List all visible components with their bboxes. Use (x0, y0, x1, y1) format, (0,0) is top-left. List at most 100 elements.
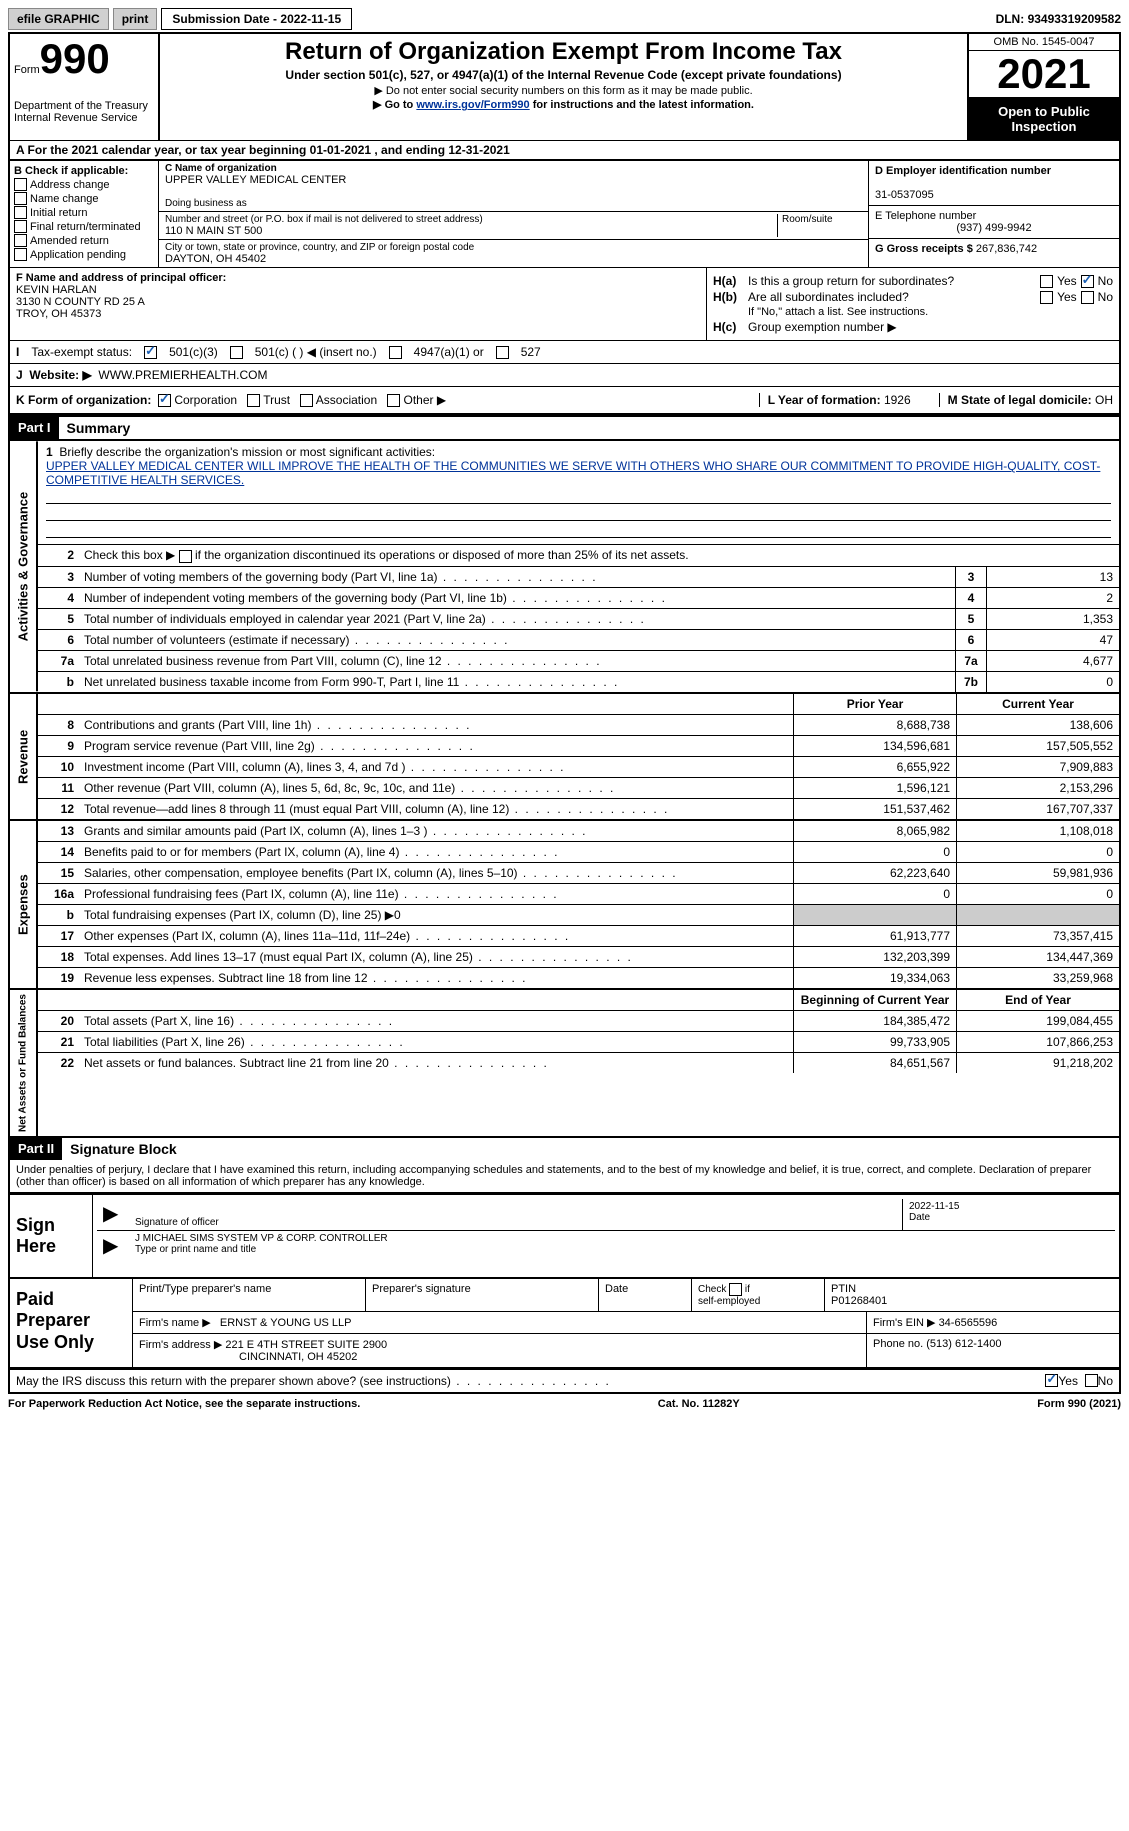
cb-name-change[interactable] (14, 192, 27, 205)
rev-current-8: 138,606 (956, 715, 1119, 735)
sig-officer-label: Signature of officer (135, 1217, 219, 1228)
exp-current-16a: 0 (956, 884, 1119, 904)
subtitle-3: ▶ Go to www.irs.gov/Form990 for instruct… (168, 98, 959, 111)
cb-application-pending[interactable] (14, 248, 27, 261)
phone-label: E Telephone number (875, 210, 976, 222)
exp-prior-b (793, 905, 956, 925)
irs-link[interactable]: www.irs.gov/Form990 (416, 99, 529, 111)
irs-label: Internal Revenue Service (14, 112, 154, 124)
rev-current-12: 167,707,337 (956, 799, 1119, 819)
ha-yes[interactable] (1040, 275, 1053, 288)
exp-line-17: Other expenses (Part IX, column (A), lin… (80, 926, 793, 946)
print-btn[interactable]: print (113, 8, 158, 30)
firm-addr2: CINCINNATI, OH 45202 (239, 1351, 357, 1363)
subtitle-2: ▶ Do not enter social security numbers o… (168, 84, 959, 97)
cb-discontinued[interactable] (179, 550, 192, 563)
omb-number: OMB No. 1545-0047 (969, 34, 1119, 51)
top-toolbar: efile GRAPHIC print Submission Date - 20… (8, 8, 1121, 30)
hb-no[interactable] (1081, 291, 1094, 304)
cb-corp[interactable] (158, 394, 171, 407)
gov-line-4: Number of independent voting members of … (80, 588, 955, 608)
gov-line-b: Net unrelated business taxable income fr… (80, 672, 955, 692)
city-label: City or town, state or province, country… (165, 242, 862, 253)
paid-preparer: Paid Preparer Use Only Print/Type prepar… (8, 1279, 1121, 1369)
room-label: Room/suite (782, 214, 862, 225)
cb-4947[interactable] (389, 346, 402, 359)
exp-prior-18: 132,203,399 (793, 947, 956, 967)
sig-name-label: Type or print name and title (135, 1244, 256, 1255)
discuss-yes[interactable] (1045, 1374, 1058, 1387)
cb-final-return[interactable] (14, 220, 27, 233)
officer-addr2: TROY, OH 45373 (16, 308, 101, 320)
cb-assoc[interactable] (300, 394, 313, 407)
exp-line-14: Benefits paid to or for members (Part IX… (80, 842, 793, 862)
cb-amended[interactable] (14, 234, 27, 247)
exp-current-17: 73,357,415 (956, 926, 1119, 946)
penalty-text: Under penalties of perjury, I declare th… (8, 1160, 1121, 1194)
rev-current-10: 7,909,883 (956, 757, 1119, 777)
rev-line-9: Program service revenue (Part VIII, line… (80, 736, 793, 756)
net-begin-21: 99,733,905 (793, 1032, 956, 1052)
net-line-22: Net assets or fund balances. Subtract li… (80, 1053, 793, 1073)
cb-address-change[interactable] (14, 178, 27, 191)
ein-label: D Employer identification number (875, 165, 1051, 177)
exp-prior-15: 62,223,640 (793, 863, 956, 883)
rev-line-8: Contributions and grants (Part VIII, lin… (80, 715, 793, 735)
rev-line-11: Other revenue (Part VIII, column (A), li… (80, 778, 793, 798)
firm-ein: 34-6565596 (939, 1317, 998, 1329)
ptin: P01268401 (831, 1295, 887, 1307)
exp-current-14: 0 (956, 842, 1119, 862)
rev-current-9: 157,505,552 (956, 736, 1119, 756)
cb-self-employed[interactable] (729, 1283, 742, 1296)
dba-label: Doing business as (165, 198, 862, 209)
officer-name: KEVIN HARLAN (16, 284, 97, 296)
tax-year: 2021 (969, 51, 1119, 98)
exp-prior-14: 0 (793, 842, 956, 862)
cb-501c[interactable] (230, 346, 243, 359)
mission-label: Briefly describe the organization's miss… (59, 445, 435, 459)
gross-receipts: 267,836,742 (976, 243, 1037, 255)
firm-addr1: 221 E 4TH STREET SUITE 2900 (225, 1339, 387, 1351)
exp-line-b: Total fundraising expenses (Part IX, col… (80, 905, 793, 925)
state-domicile: OH (1095, 393, 1113, 407)
preparer-date-label: Date (599, 1279, 692, 1311)
exp-current-18: 134,447,369 (956, 947, 1119, 967)
block-fh: F Name and address of principal officer:… (8, 267, 1121, 340)
form-title: Return of Organization Exempt From Incom… (168, 38, 959, 66)
gov-val-3: 13 (986, 567, 1119, 587)
street: 110 N MAIN ST 500 (165, 225, 777, 237)
city: DAYTON, OH 45402 (165, 253, 862, 265)
prior-year-header: Prior Year (793, 694, 956, 714)
hc-text: Group exemption number ▶ (748, 320, 1113, 334)
year-formation: 1926 (884, 393, 911, 407)
cb-501c3[interactable] (144, 346, 157, 359)
ptin-label: PTIN (831, 1283, 856, 1295)
ein: 31-0537095 (875, 189, 934, 201)
efile-btn[interactable]: efile GRAPHIC (8, 8, 109, 30)
end-year-header: End of Year (956, 990, 1119, 1010)
open-public: Open to Public Inspection (969, 98, 1119, 140)
gov-val-7a: 4,677 (986, 651, 1119, 671)
row-i: I Tax-exempt status: 501(c)(3) 501(c) ( … (8, 340, 1121, 363)
cb-527[interactable] (496, 346, 509, 359)
net-line-21: Total liabilities (Part X, line 26) (80, 1032, 793, 1052)
net-end-22: 91,218,202 (956, 1053, 1119, 1073)
cb-initial-return[interactable] (14, 206, 27, 219)
cb-trust[interactable] (247, 394, 260, 407)
officer-addr1: 3130 N COUNTY RD 25 A (16, 296, 145, 308)
row-klm: K Form of organization: Corporation Trus… (8, 386, 1121, 415)
preparer-sig-label: Preparer's signature (366, 1279, 599, 1311)
sig-name: J MICHAEL SIMS SYSTEM VP & CORP. CONTROL… (135, 1233, 388, 1244)
cb-other[interactable] (387, 394, 400, 407)
part2-header: Part II (10, 1138, 62, 1160)
rev-line-10: Investment income (Part VIII, column (A)… (80, 757, 793, 777)
net-begin-20: 184,385,472 (793, 1011, 956, 1031)
discuss-no[interactable] (1085, 1374, 1098, 1387)
hb-yes[interactable] (1040, 291, 1053, 304)
exp-line-13: Grants and similar amounts paid (Part IX… (80, 821, 793, 841)
ha-no[interactable] (1081, 275, 1094, 288)
part2-title: Signature Block (62, 1138, 185, 1160)
exp-current-b (956, 905, 1119, 925)
form-ref: Form 990 (2021) (1037, 1398, 1121, 1410)
row-j: J Website: ▶ WWW.PREMIERHEALTH.COM (8, 363, 1121, 386)
